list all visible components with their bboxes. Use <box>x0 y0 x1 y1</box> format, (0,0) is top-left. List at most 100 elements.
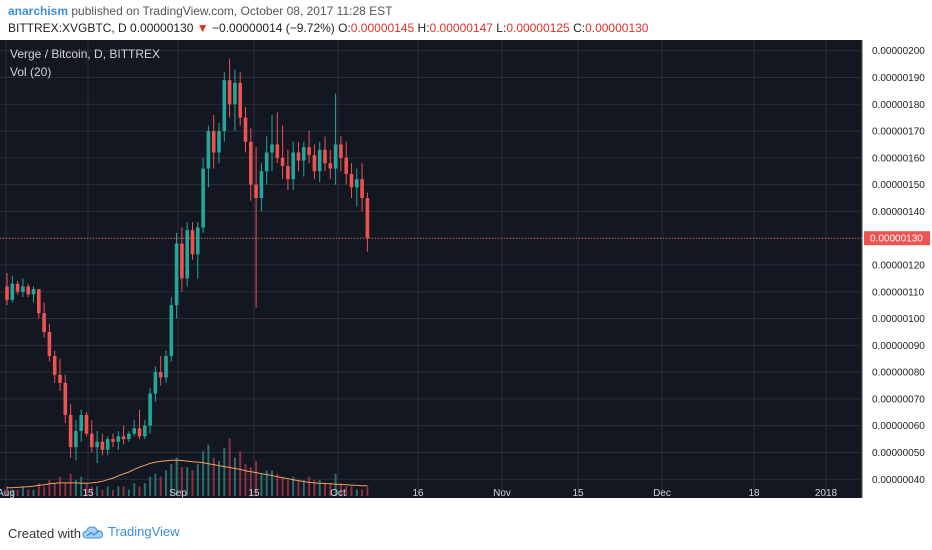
time-tick-label: Sep <box>169 488 187 499</box>
volume-bar <box>260 473 263 496</box>
candles <box>5 58 370 464</box>
ohlc-line: BITTREX:XVGBTC, D 0.00000130 ▼ −0.000000… <box>8 21 648 35</box>
chart-title: Verge / Bitcoin, D, BITTREX <box>10 47 160 61</box>
candle-body <box>323 149 327 164</box>
high-label: H: <box>417 21 430 35</box>
volume-bar <box>292 476 295 496</box>
candle-body <box>68 414 73 448</box>
low-value: 0.00000125 <box>506 21 570 35</box>
volume-bar <box>233 457 236 496</box>
change-value: −0.00000014 (−9.72%) <box>212 21 335 35</box>
volume-bars <box>6 438 369 496</box>
candle-body <box>349 173 354 188</box>
volume-bar <box>74 480 77 496</box>
volume-bar <box>175 457 178 496</box>
candle-body <box>47 331 52 357</box>
candle-body <box>280 157 285 166</box>
candle-body <box>10 283 15 300</box>
volume-bar <box>324 483 326 496</box>
volume-bar <box>281 476 284 496</box>
time-tick-label: 16 <box>412 488 424 499</box>
volume-bar <box>27 489 30 496</box>
volume-ma-line <box>7 459 368 489</box>
candle-body <box>148 393 152 426</box>
candle-body <box>15 283 20 292</box>
chart-area[interactable]: 0.00000200 0.00000190 0.00000180 0.00000170… <box>0 40 932 500</box>
candle-body <box>158 372 163 378</box>
tradingview-brand-link[interactable]: TradingView <box>82 524 180 540</box>
candle-body <box>37 289 41 314</box>
author-link[interactable]: anarchism <box>8 4 69 18</box>
candle-body <box>275 144 280 158</box>
volume-bar <box>53 483 56 496</box>
candle-body <box>21 286 25 292</box>
volume-bar <box>276 473 279 496</box>
published-text: published on TradingView.com, October 08… <box>71 4 393 18</box>
candle-body <box>307 147 311 156</box>
volume-bar <box>138 486 141 496</box>
price-tick-label: 0.00000200 <box>872 46 925 57</box>
time-tick-label: 15 <box>248 488 260 499</box>
tradingview-brand-label: TradingView <box>108 524 180 539</box>
price-tick-label: 0.00000070 <box>872 394 925 405</box>
volume-bar <box>85 483 88 496</box>
price-tick-label: 0.00000170 <box>872 127 925 138</box>
candle-body <box>127 433 131 440</box>
created-with-label: Created with <box>8 526 81 541</box>
volume-bar <box>239 451 242 496</box>
candle-body <box>217 131 221 153</box>
volume-bar <box>329 483 332 496</box>
volume-bar <box>218 460 220 496</box>
candle-body <box>365 198 370 239</box>
volume-bar <box>191 470 194 496</box>
candle-body <box>227 80 232 105</box>
candle-body <box>31 289 36 295</box>
volume-bar <box>302 480 305 496</box>
candle-body <box>291 152 295 180</box>
candle-body <box>211 131 216 153</box>
volume-bar <box>196 464 199 496</box>
volume-bar <box>133 483 136 496</box>
time-axis[interactable]: Aug 15 Sep 15 Oct 16 Nov 15 Dec 18 2018 <box>0 488 932 500</box>
volume-bar <box>170 464 173 496</box>
time-axis-background <box>0 498 932 500</box>
candle-body <box>105 439 110 450</box>
candle-body <box>100 441 105 450</box>
volume-bar <box>255 460 258 496</box>
candle-body <box>328 163 333 169</box>
volume-bar <box>339 483 342 496</box>
candle-body <box>74 431 78 448</box>
volume-bar <box>112 489 114 496</box>
candle-body <box>201 168 205 228</box>
open-label: O: <box>338 21 351 35</box>
candle-body <box>174 243 179 306</box>
price-tick-label: 0.00000100 <box>872 314 925 325</box>
volume-bar <box>334 473 337 496</box>
candle-body <box>79 414 83 432</box>
candle-body <box>259 171 264 199</box>
last-price: 0.00000130 <box>130 21 194 35</box>
candle-body <box>190 230 195 255</box>
time-tick-label: Oct <box>330 488 346 499</box>
candlestick-chart[interactable]: 0.00000200 0.00000190 0.00000180 0.00000170… <box>0 40 932 500</box>
candle-body <box>137 428 142 437</box>
candle-body <box>84 414 89 434</box>
price-tick-label: 0.00000120 <box>872 260 925 271</box>
volume-bar <box>32 489 35 496</box>
volume-bar <box>265 470 268 496</box>
price-tick-label: 0.00000080 <box>872 368 925 379</box>
candle-body <box>95 441 99 448</box>
publish-header: anarchism published on TradingView.com, … <box>0 0 932 40</box>
volume-bar <box>80 476 83 496</box>
volume-bar <box>101 489 104 496</box>
volume-bar <box>21 486 24 496</box>
volume-bar <box>212 457 215 496</box>
volume-bar <box>308 476 311 496</box>
volume-bar <box>149 476 152 496</box>
volume-bar <box>350 486 353 496</box>
time-tick-label: 2018 <box>815 488 838 499</box>
price-tick-label: 0.00000090 <box>872 341 925 352</box>
time-tick-label: 15 <box>82 488 94 499</box>
volume-bar <box>202 451 205 496</box>
candle-body <box>339 144 343 158</box>
